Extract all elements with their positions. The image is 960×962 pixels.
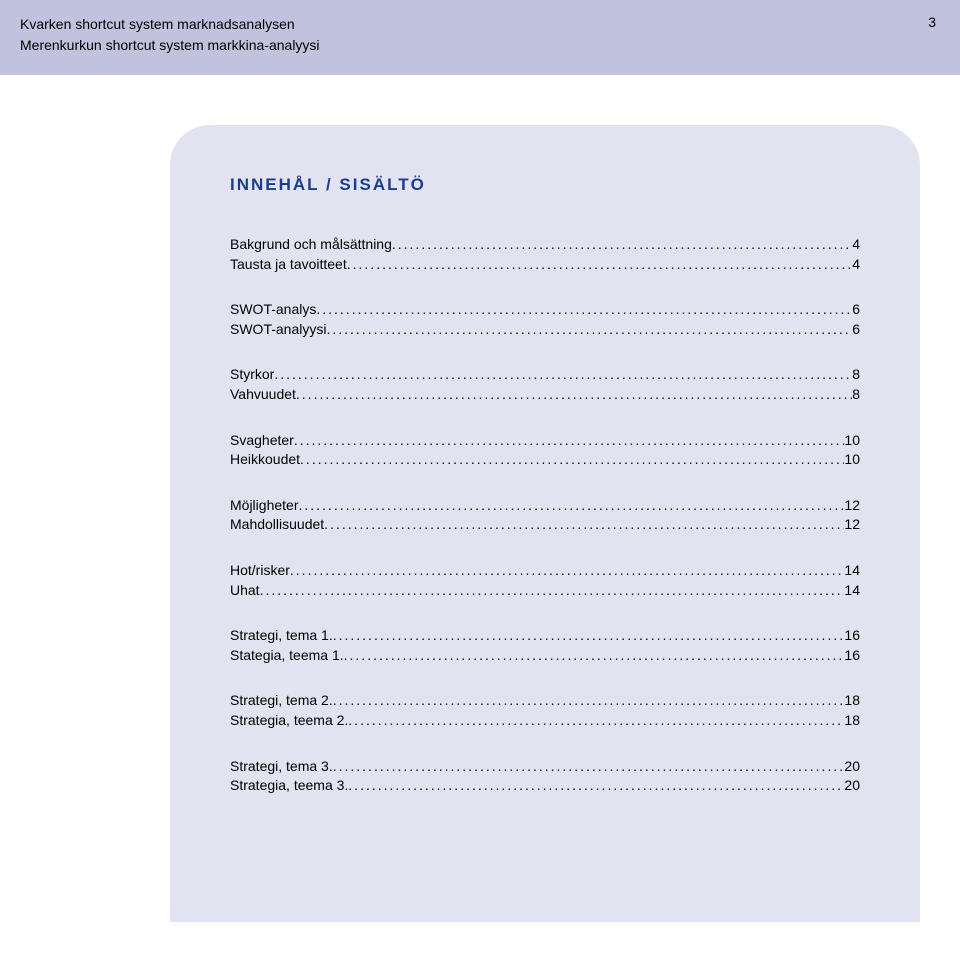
- toc-entry-page: 20: [844, 776, 860, 796]
- toc-group: Möjligheter 12 Mahdollisuudet 12: [230, 496, 860, 535]
- toc-entry-dots: [324, 515, 844, 535]
- toc-group: Svagheter 10 Heikkoudet 10: [230, 431, 860, 470]
- toc-entry-dots: [294, 431, 845, 451]
- toc-entry-label: Strategia, teema 3.: [230, 776, 348, 796]
- toc-entry-dots: [348, 711, 844, 731]
- toc-entry: Styrkor 8: [230, 365, 860, 385]
- toc-entry-label: SWOT-analys: [230, 300, 316, 320]
- toc-entry-label: Svagheter: [230, 431, 294, 451]
- toc-entry: Strategi, tema 2. 18: [230, 691, 860, 711]
- toc-group: SWOT-analys 6 SWOT-analyysi 6: [230, 300, 860, 339]
- toc-entry-page: 14: [844, 561, 860, 581]
- toc-entry-label: Styrkor: [230, 365, 274, 385]
- toc-entry: Strategi, tema 3. 20: [230, 757, 860, 777]
- toc-entry-label: Strategia, teema 2.: [230, 711, 348, 731]
- toc-entry-dots: [392, 235, 852, 255]
- toc-entry-label: Vahvuudet: [230, 385, 296, 405]
- toc-entry-dots: [296, 385, 852, 405]
- toc-entry-label: Strategi, tema 3.: [230, 757, 333, 777]
- toc-entry-page: 18: [844, 691, 860, 711]
- toc-entry-page: 8: [852, 365, 860, 385]
- toc-entry-label: Stategia, teema 1.: [230, 646, 344, 666]
- toc-entry-page: 12: [844, 496, 860, 516]
- toc-entry-page: 6: [852, 320, 860, 340]
- toc-entry-dots: [333, 757, 845, 777]
- toc-entry: SWOT-analyysi 6: [230, 320, 860, 340]
- toc-entry-page: 12: [844, 515, 860, 535]
- toc-group: Strategi, tema 2. 18Strategia, teema 2. …: [230, 691, 860, 730]
- toc-entry: Heikkoudet 10: [230, 450, 860, 470]
- toc-entry-page: 8: [852, 385, 860, 405]
- toc-entry: Uhat 14: [230, 581, 860, 601]
- toc-entry-dots: [298, 496, 844, 516]
- toc-group: Strategi, tema 1. 16Stategia, teema 1. 1…: [230, 626, 860, 665]
- toc-entry-label: Heikkoudet: [230, 450, 300, 470]
- toc-entry: Stategia, teema 1. 16: [230, 646, 860, 666]
- toc-entry-dots: [333, 691, 845, 711]
- header-title-line1: Kvarken shortcut system marknadsanalysen: [20, 14, 940, 35]
- toc-group: Bakgrund och målsättning4Tausta ja tavoi…: [230, 235, 860, 274]
- toc-entry-label: SWOT-analyysi: [230, 320, 326, 340]
- toc-entry-dots: [348, 776, 844, 796]
- toc-entry: Bakgrund och målsättning 4: [230, 235, 860, 255]
- toc-entry-page: 10: [844, 450, 860, 470]
- toc-group: Styrkor 8 Vahvuudet 8: [230, 365, 860, 404]
- toc-entry: Mahdollisuudet 12: [230, 515, 860, 535]
- toc-entry: Tausta ja tavoitteet 4: [230, 255, 860, 275]
- toc-entry-page: 14: [844, 581, 860, 601]
- toc-entry: Svagheter 10: [230, 431, 860, 451]
- header-band: Kvarken shortcut system marknadsanalysen…: [0, 0, 960, 75]
- toc-entry-dots: [274, 365, 852, 385]
- header-title: Kvarken shortcut system marknadsanalysen…: [20, 14, 940, 56]
- toc-entry-page: 16: [844, 646, 860, 666]
- toc-entry-label: Hot/risker: [230, 561, 290, 581]
- toc-entry-label: Bakgrund och målsättning: [230, 235, 392, 255]
- toc-entry: Vahvuudet 8: [230, 385, 860, 405]
- toc-entry-page: 18: [844, 711, 860, 731]
- toc-heading: INNEHÅL / SISÄLTÖ: [230, 175, 860, 195]
- toc-entry-page: 20: [844, 757, 860, 777]
- toc-body: Bakgrund och målsättning4Tausta ja tavoi…: [230, 235, 860, 796]
- toc-entry: Strategi, tema 1. 16: [230, 626, 860, 646]
- toc-entry-dots: [316, 300, 852, 320]
- toc-card: INNEHÅL / SISÄLTÖ Bakgrund och målsättni…: [170, 125, 920, 922]
- toc-entry-dots: [344, 646, 845, 666]
- toc-entry-label: Strategi, tema 1.: [230, 626, 333, 646]
- toc-entry-page: 4: [852, 235, 860, 255]
- toc-entry: Hot/risker 14: [230, 561, 860, 581]
- toc-entry-page: 10: [844, 431, 860, 451]
- toc-entry: Strategia, teema 2. 18: [230, 711, 860, 731]
- toc-group: Hot/risker 14 Uhat 14: [230, 561, 860, 600]
- header-title-line2: Merenkurkun shortcut system markkina-ana…: [20, 35, 940, 56]
- toc-entry-label: Mahdollisuudet: [230, 515, 324, 535]
- toc-entry-dots: [347, 255, 852, 275]
- toc-entry-page: 6: [852, 300, 860, 320]
- toc-entry-label: Tausta ja tavoitteet: [230, 255, 347, 275]
- toc-entry-dots: [290, 561, 845, 581]
- toc-entry-page: 16: [844, 626, 860, 646]
- toc-group: Strategi, tema 3. 20Strategia, teema 3. …: [230, 757, 860, 796]
- toc-entry: SWOT-analys 6: [230, 300, 860, 320]
- content-area: INNEHÅL / SISÄLTÖ Bakgrund och målsättni…: [0, 75, 960, 962]
- toc-entry-label: Möjligheter: [230, 496, 298, 516]
- toc-entry-label: Uhat: [230, 581, 260, 601]
- toc-entry-dots: [260, 581, 845, 601]
- toc-entry: Strategia, teema 3. 20: [230, 776, 860, 796]
- toc-entry-label: Strategi, tema 2.: [230, 691, 333, 711]
- toc-entry-dots: [326, 320, 852, 340]
- page-number: 3: [928, 14, 936, 30]
- toc-entry-dots: [333, 626, 845, 646]
- toc-entry-dots: [300, 450, 844, 470]
- toc-entry: Möjligheter 12: [230, 496, 860, 516]
- toc-entry-page: 4: [852, 255, 860, 275]
